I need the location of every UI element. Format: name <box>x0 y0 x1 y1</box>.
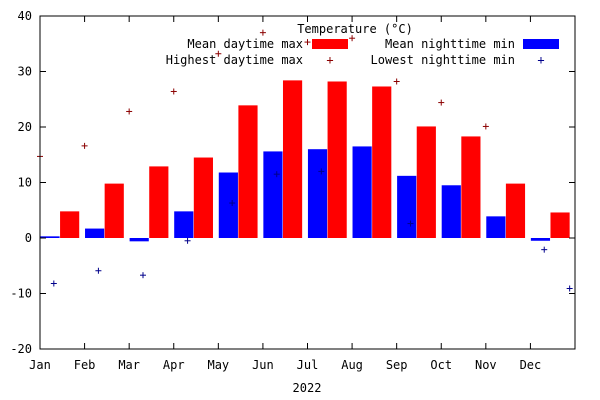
legend-swatch-mean-daytime-max <box>312 39 348 49</box>
bar-mean-daytime-max-jul <box>327 81 347 239</box>
legend-marker-highest-daytime-max: + <box>326 53 333 67</box>
x-tick-label-mar: Mar <box>118 358 140 372</box>
bar-mean-nighttime-min-dec <box>530 238 551 241</box>
x-tick-label-jul: Jul <box>297 358 319 372</box>
x-tick-label-dec: Dec <box>520 358 542 372</box>
point-highest-daytime-max-feb <box>81 142 88 149</box>
bar-mean-nighttime-min-mar <box>129 238 149 242</box>
bar-mean-daytime-max-may <box>238 105 258 238</box>
point-highest-daytime-max-nov <box>482 123 489 130</box>
point-lowest-nighttime-min-jul <box>318 168 325 175</box>
point-lowest-nighttime-min-sep <box>407 220 414 227</box>
y-tick-label: -20 <box>10 342 32 356</box>
bar-mean-daytime-max-aug <box>372 86 392 238</box>
bar-mean-nighttime-min-feb <box>85 228 105 238</box>
x-tick-label-may: May <box>207 358 229 372</box>
point-highest-daytime-max-mar <box>126 108 133 115</box>
point-highest-daytime-max-jun <box>259 29 266 36</box>
points-layer <box>37 29 573 292</box>
bar-mean-nighttime-min-apr <box>174 211 194 238</box>
bar-mean-nighttime-min-may <box>218 172 238 238</box>
point-highest-daytime-max-apr <box>170 88 177 95</box>
bar-mean-nighttime-min-sep <box>397 175 417 238</box>
point-lowest-nighttime-min-mar <box>139 272 146 279</box>
bar-mean-daytime-max-dec <box>550 212 570 238</box>
x-tick-label-oct: Oct <box>430 358 452 372</box>
bar-mean-daytime-max-feb <box>104 183 124 238</box>
x-axis: Jan Feb Mar Apr May Jun Jul Aug Sep Oct Nov Dec <box>29 16 541 372</box>
bar-mean-daytime-max-nov <box>505 183 526 238</box>
point-lowest-nighttime-min-dec <box>541 246 548 253</box>
bars-layer <box>40 80 570 242</box>
y-tick-label: -10 <box>10 287 32 301</box>
x-tick-label-sep: Sep <box>386 358 408 372</box>
bar-mean-nighttime-min-oct <box>441 185 461 238</box>
point-highest-daytime-max-jul <box>304 39 311 46</box>
legend-label-lowest-nighttime-min: Lowest nighttime min <box>371 53 516 67</box>
bar-mean-nighttime-min-jan <box>40 236 60 238</box>
legend-marker-lowest-nighttime-min: + <box>537 53 544 67</box>
y-axis: 40 30 20 10 0 -10 -20 <box>10 9 575 356</box>
point-highest-daytime-max-sep <box>393 78 400 85</box>
bar-mean-daytime-max-oct <box>461 136 481 238</box>
legend-swatch-mean-nighttime-min <box>523 39 559 49</box>
point-lowest-nighttime-min-feb <box>95 267 102 274</box>
x-axis-label: 2022 <box>293 381 322 395</box>
point-lowest-nighttime-min-may <box>229 200 236 207</box>
bar-mean-nighttime-min-nov <box>486 216 506 238</box>
point-lowest-nighttime-min-jun <box>273 171 280 178</box>
chart-title: Temperature (°C) <box>297 22 413 36</box>
bar-mean-daytime-max-jun <box>282 80 303 238</box>
point-extra-dec <box>566 285 573 292</box>
x-tick-label-nov: Nov <box>475 358 497 372</box>
x-tick-label-aug: Aug <box>341 358 363 372</box>
y-tick-label: 40 <box>18 9 32 23</box>
y-tick-label: 30 <box>18 65 32 79</box>
point-highest-daytime-max-oct <box>438 99 445 106</box>
x-tick-label-jun: Jun <box>252 358 274 372</box>
x-tick-label-jan: Jan <box>29 358 51 372</box>
legend-label-mean-nighttime-min: Mean nighttime min <box>385 37 515 51</box>
x-tick-label-apr: Apr <box>163 358 185 372</box>
point-highest-daytime-max-aug <box>349 35 356 42</box>
bar-mean-daytime-max-sep <box>416 126 436 238</box>
legend: Mean daytime max Mean nighttime min High… <box>166 37 559 67</box>
bar-mean-nighttime-min-jul <box>307 149 328 238</box>
bar-mean-nighttime-min-aug <box>352 146 372 238</box>
y-tick-label: 20 <box>18 120 32 134</box>
point-lowest-nighttime-min-jan <box>50 280 57 287</box>
legend-label-mean-daytime-max: Mean daytime max <box>187 37 303 51</box>
bar-mean-daytime-max-mar <box>149 166 169 238</box>
bar-mean-nighttime-min-jun <box>263 151 283 238</box>
point-lowest-nighttime-min-apr <box>184 237 191 244</box>
y-tick-label: 10 <box>18 176 32 190</box>
y-tick-label: 0 <box>25 231 32 245</box>
point-highest-daytime-max-may <box>215 50 222 57</box>
bar-mean-daytime-max-jan <box>60 211 80 238</box>
bar-mean-daytime-max-apr <box>193 157 213 238</box>
x-tick-label-feb: Feb <box>74 358 96 372</box>
legend-label-highest-daytime-max: Highest daytime max <box>166 53 303 67</box>
